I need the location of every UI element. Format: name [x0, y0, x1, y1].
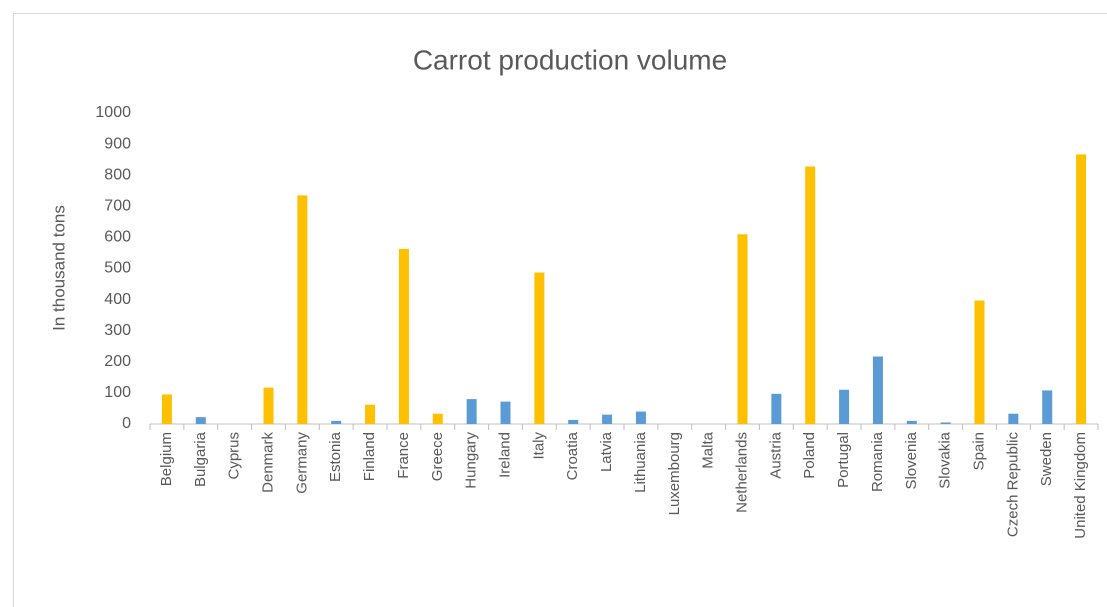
bar	[161, 394, 172, 424]
bar	[297, 195, 308, 424]
x-tick-label: Malta	[700, 431, 717, 468]
x-tick-label: Luxembourg	[666, 432, 683, 515]
x-tick-label: Slovakia	[937, 431, 954, 488]
chart-title: Carrot production volume	[413, 44, 727, 75]
x-tick-label: Italy	[530, 432, 547, 460]
bar	[839, 389, 850, 424]
x-tick-label: Estonia	[327, 431, 344, 482]
x-tick-label: Hungary	[463, 432, 480, 489]
bar	[635, 411, 646, 424]
bar	[1042, 390, 1053, 424]
x-tick-label: Portugal	[835, 432, 852, 488]
bar	[263, 387, 274, 424]
y-axis-title: In thousand tons	[49, 205, 68, 331]
x-tick-label: France	[395, 432, 412, 479]
bar	[568, 419, 579, 424]
bar	[534, 272, 545, 424]
y-tick-label: 0	[122, 415, 131, 432]
x-tick-label: Croatia	[564, 431, 581, 480]
x-tick-label: United Kingdom	[1072, 432, 1089, 539]
bar	[805, 166, 816, 424]
bar	[365, 404, 376, 424]
x-tick-label: Sweden	[1038, 432, 1055, 486]
bar	[398, 248, 409, 424]
x-tick-label: Lithuania	[632, 431, 649, 493]
y-tick-label: 400	[104, 291, 131, 308]
x-tick-label: Bulgaria	[192, 431, 209, 487]
x-tick-label: Germany	[293, 432, 310, 494]
bar	[906, 420, 917, 424]
y-tick-label: 700	[104, 198, 131, 215]
bar	[872, 356, 883, 424]
bar	[771, 393, 782, 424]
bar	[1008, 413, 1019, 424]
bar	[500, 401, 511, 424]
bar	[331, 420, 342, 424]
y-tick-label: 600	[104, 229, 131, 246]
x-tick-label: Finland	[361, 432, 378, 481]
bar	[466, 399, 477, 424]
bar	[974, 300, 985, 424]
x-tick-label: Austria	[767, 431, 784, 478]
chart-frame	[13, 13, 1107, 607]
y-tick-label: 500	[104, 260, 131, 277]
x-tick-label: Denmark	[259, 432, 276, 493]
bar	[432, 413, 443, 424]
bar	[195, 417, 206, 424]
x-tick-label: Poland	[801, 432, 818, 479]
bar	[602, 414, 613, 424]
x-tick-label: Czech Republic	[1004, 432, 1021, 538]
y-tick-label: 300	[104, 322, 131, 339]
x-tick-label: Cyprus	[226, 432, 243, 480]
bar	[940, 422, 951, 424]
x-tick-label: Latvia	[598, 431, 615, 472]
x-tick-label: Netherlands	[733, 432, 750, 513]
x-tick-label: Belgium	[158, 432, 175, 486]
y-tick-label: 100	[104, 384, 131, 401]
x-tick-label: Ireland	[496, 432, 513, 478]
y-tick-label: 900	[104, 135, 131, 152]
x-tick-label: Romania	[869, 431, 886, 492]
x-tick-label: Spain	[970, 432, 987, 470]
y-tick-label: 800	[104, 166, 131, 183]
x-tick-label: Greece	[429, 432, 446, 481]
x-tick-label: Slovenia	[903, 431, 920, 489]
y-tick-label: 200	[104, 353, 131, 370]
bar	[1076, 154, 1087, 424]
y-tick-label: 1000	[95, 104, 131, 121]
bar	[737, 234, 748, 424]
